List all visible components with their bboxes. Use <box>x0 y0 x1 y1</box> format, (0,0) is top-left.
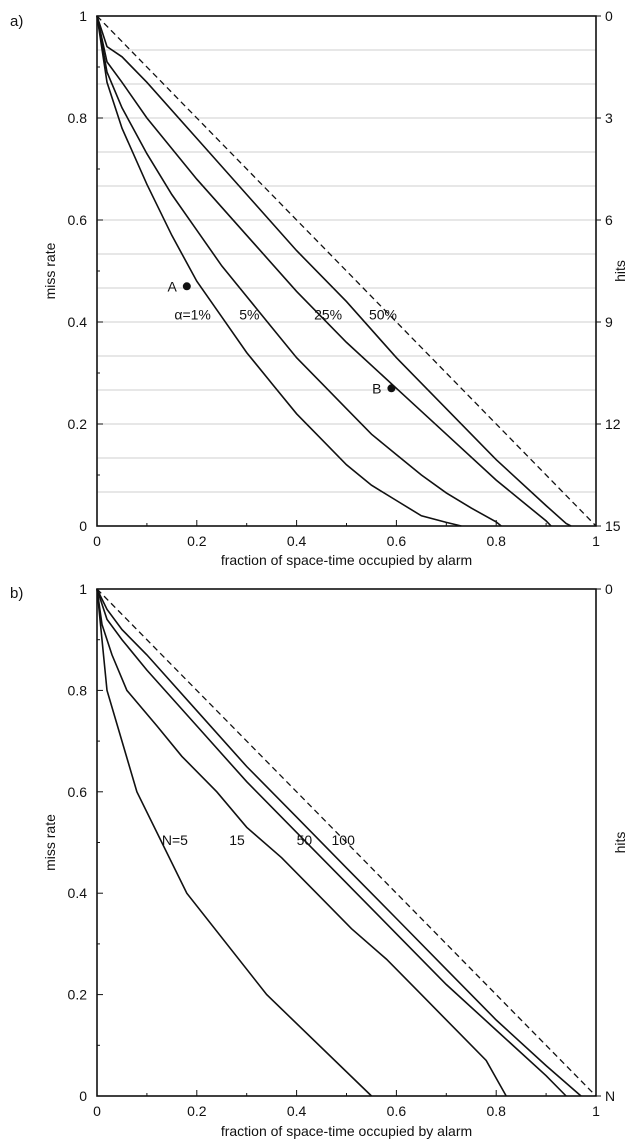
x-tick-label: 0.8 <box>486 1103 506 1119</box>
y-axis-label: miss rate <box>42 242 58 299</box>
series-line-2 <box>96 15 552 527</box>
y-tick-label: 1 <box>79 8 87 24</box>
y-tick-label: 0.6 <box>68 212 88 228</box>
series-line-2 <box>96 588 567 1097</box>
x-axis-label: fraction of space-time occupied by alarm <box>221 552 472 568</box>
right-tick-label: 0 <box>605 8 613 24</box>
panel-label: b) <box>10 585 23 602</box>
right-tick-label: N <box>605 1088 615 1104</box>
y-tick-label: 1 <box>79 581 87 597</box>
panel-a: 0 0.2 0.4 0.6 0.8 1 0 0.2 0.4 0.6 0.8 1 0 3 6 9 12 15 frac… <box>10 8 628 568</box>
right-axis-label: hits <box>612 832 628 854</box>
curve-label: N=5 <box>162 832 188 848</box>
y-tick-label: 0.2 <box>68 987 88 1003</box>
y-tick-label: 0.4 <box>68 885 88 901</box>
data-point-a <box>182 282 191 291</box>
x-tick-label: 0.6 <box>387 1103 407 1119</box>
right-tick-label: 0 <box>605 581 613 597</box>
y-tick-label: 0 <box>79 518 87 534</box>
data-point-label: A <box>167 278 177 294</box>
y-tick-label: 0.6 <box>68 784 88 800</box>
x-tick-label: 0.6 <box>387 533 407 549</box>
series-line-1 <box>96 15 502 527</box>
x-tick-label: 0.4 <box>287 1103 307 1119</box>
x-axis-label: fraction of space-time occupied by alarm <box>221 1123 472 1139</box>
series-line-3 <box>96 588 582 1097</box>
y-tick-label: 0.4 <box>68 314 88 330</box>
right-axis-label: hits <box>612 260 628 282</box>
curve-label: 25% <box>314 306 342 322</box>
right-tick-label: 15 <box>605 518 621 534</box>
panel-label: a) <box>10 13 23 30</box>
series-line-3 <box>96 15 572 527</box>
data-point-b <box>387 384 396 393</box>
series-line-0 <box>96 588 373 1097</box>
x-tick-label: 1 <box>592 1103 600 1119</box>
right-tick-label: 3 <box>605 110 613 126</box>
x-tick-label: 0.8 <box>486 533 506 549</box>
curve-label: 15 <box>229 832 245 848</box>
y-tick-label: 0.8 <box>68 110 88 126</box>
right-tick-label: 9 <box>605 314 613 330</box>
curve-label: 100 <box>332 832 356 848</box>
x-tick-label: 0 <box>93 1103 101 1119</box>
data-point-label: B <box>372 380 381 396</box>
series-line-1 <box>96 588 507 1097</box>
series-line-0 <box>96 15 462 527</box>
right-tick-label: 12 <box>605 416 621 432</box>
y-tick-label: 0.2 <box>68 416 88 432</box>
x-tick-label: 1 <box>592 533 600 549</box>
diagonal-reference-line <box>96 15 597 527</box>
y-axis-label: miss rate <box>42 814 58 871</box>
x-tick-label: 0.2 <box>187 1103 207 1119</box>
curve-label: 50% <box>369 306 397 322</box>
curve-label: 5% <box>239 306 259 322</box>
x-tick-label: 0.2 <box>187 533 207 549</box>
diagonal-reference-line <box>96 588 597 1097</box>
right-tick-label: 6 <box>605 212 613 228</box>
x-tick-label: 0 <box>93 533 101 549</box>
curve-label: 50 <box>297 832 313 848</box>
x-tick-label: 0.4 <box>287 533 307 549</box>
y-tick-label: 0.8 <box>68 682 88 698</box>
curve-label: α=1% <box>174 306 211 322</box>
y-tick-label: 0 <box>79 1088 87 1104</box>
